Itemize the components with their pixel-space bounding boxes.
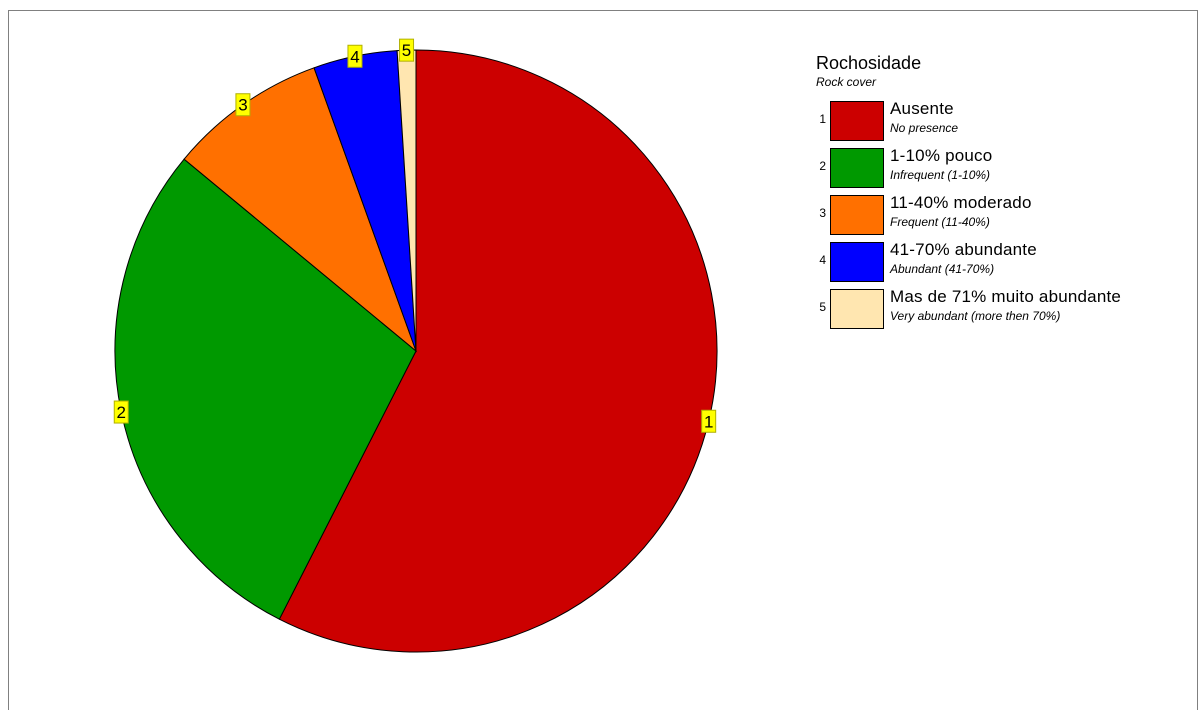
legend-item-3: 3 11-40% moderado Frequent (11-40%) — [816, 192, 1186, 239]
legend-swatch — [830, 101, 884, 141]
legend-number: 1 — [819, 112, 826, 126]
legend-swatch — [830, 289, 884, 329]
legend-number: 4 — [819, 253, 826, 267]
legend-sublabel: Frequent (11-40%) — [890, 215, 990, 229]
legend-label: 41-70% abundante — [890, 240, 1037, 259]
svg-text:2: 2 — [117, 403, 126, 422]
legend-swatch — [830, 195, 884, 235]
slice-label-4: 4 — [347, 44, 363, 68]
legend-number: 2 — [819, 159, 826, 173]
svg-text:5: 5 — [402, 41, 411, 60]
svg-text:3: 3 — [238, 96, 247, 115]
legend-item-1: 1 Ausente No presence — [816, 98, 1186, 145]
legend-label: Ausente — [890, 99, 954, 118]
legend-sublabel: Very abundant (more then 70%) — [890, 309, 1061, 323]
legend-swatch — [830, 242, 884, 282]
slice-label-5: 5 — [399, 38, 415, 62]
legend-label: Mas de 71% muito abundante — [890, 287, 1122, 306]
slice-label-1: 1 — [701, 409, 717, 433]
legend: Rochosidade Rock cover 1 Ausente No pres… — [816, 52, 1186, 333]
legend-sublabel: Abundant (41-70%) — [890, 262, 995, 276]
svg-text:4: 4 — [350, 47, 359, 66]
legend-sublabel: Infrequent (1-10%) — [890, 168, 991, 182]
legend-subtitle: Rock cover — [816, 75, 877, 89]
legend-title: Rochosidade — [816, 53, 922, 73]
legend-item-4: 4 41-70% abundante Abundant (41-70%) — [816, 239, 1186, 286]
slice-label-2: 2 — [113, 400, 129, 424]
legend-label: 11-40% moderado — [890, 193, 1032, 212]
legend-sublabel: No presence — [890, 121, 959, 135]
svg-text:1: 1 — [704, 412, 713, 431]
legend-number: 3 — [819, 206, 826, 220]
legend-label: 1-10% pouco — [890, 146, 993, 165]
chart-frame — [8, 10, 1198, 710]
slice-label-3: 3 — [235, 93, 251, 117]
legend-item-2: 2 1-10% pouco Infrequent (1-10%) — [816, 145, 1186, 192]
legend-swatch — [830, 148, 884, 188]
legend-number: 5 — [819, 300, 826, 314]
pie-chart: 1 2 3 4 5 — [113, 38, 718, 653]
legend-item-5: 5 Mas de 71% muito abundante Very abunda… — [816, 286, 1186, 333]
